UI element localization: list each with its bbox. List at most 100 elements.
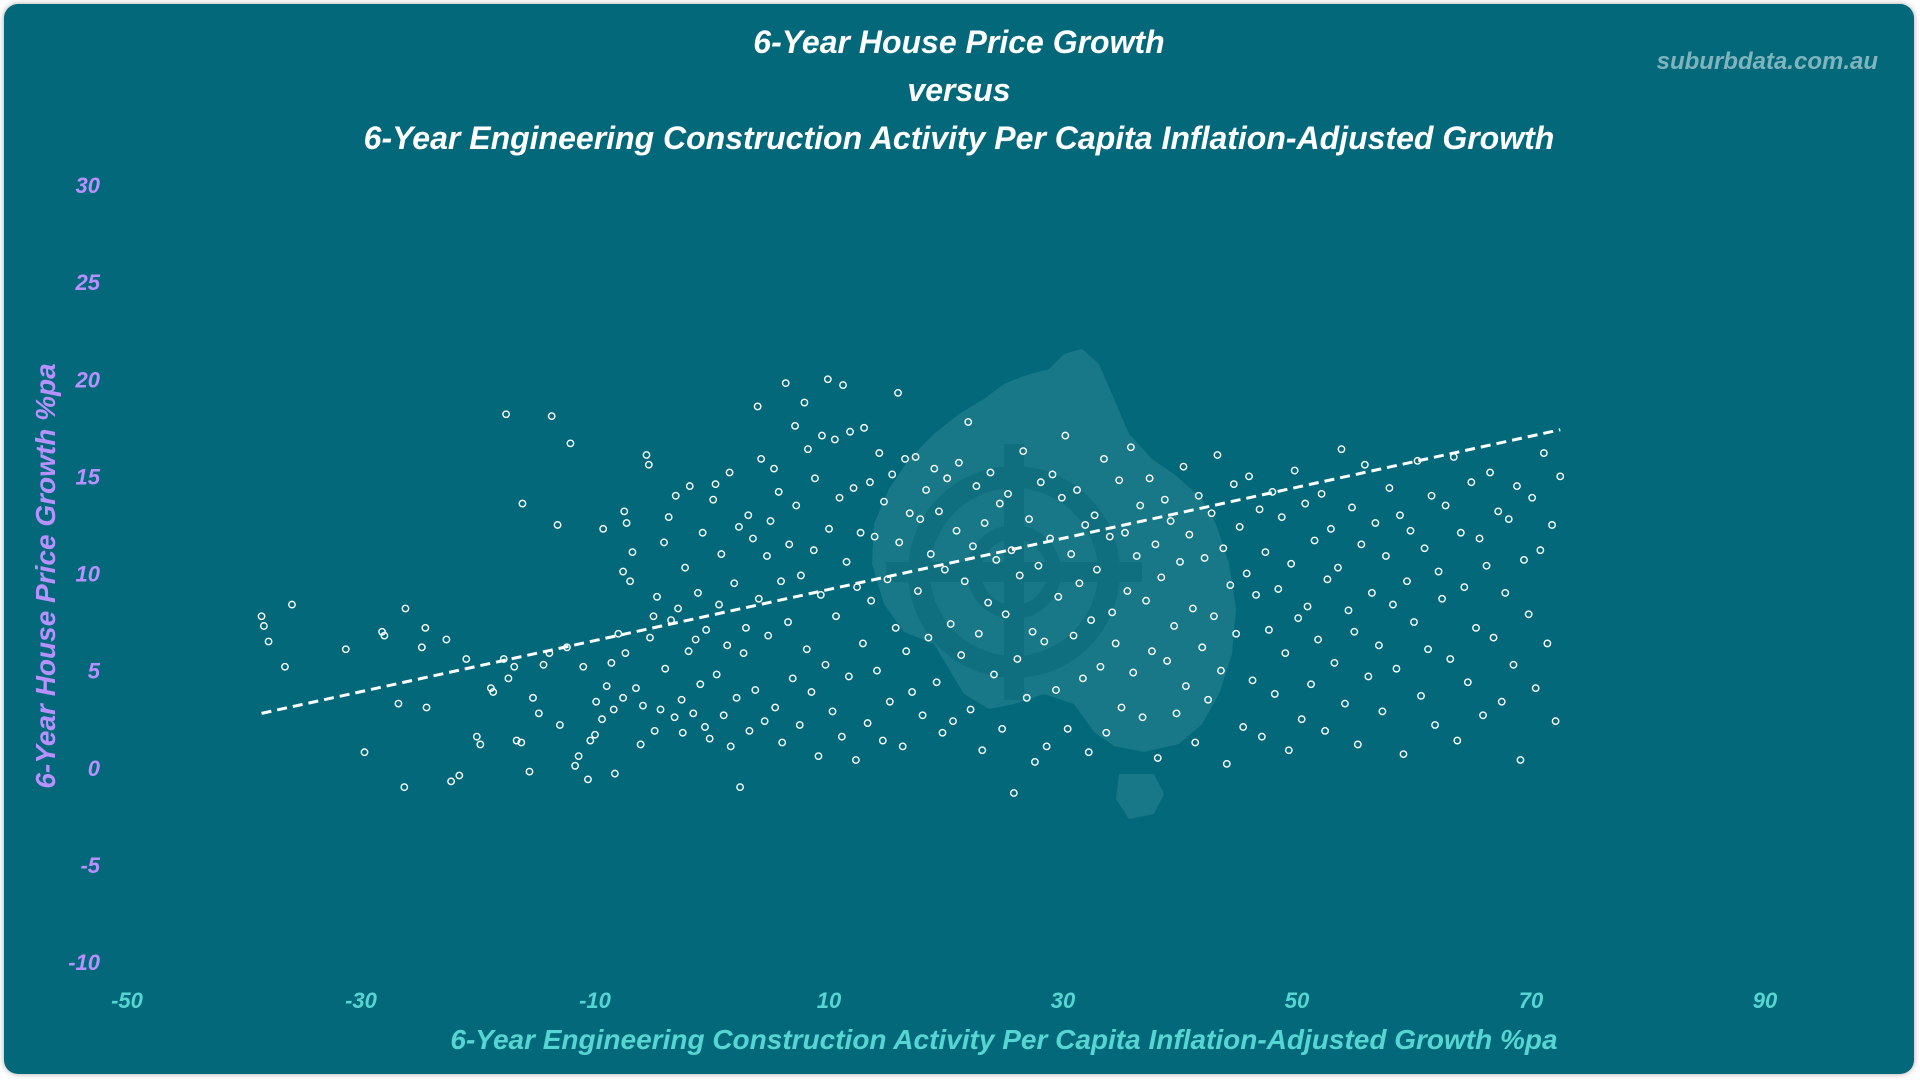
scatter-point xyxy=(1188,604,1197,613)
scatter-point xyxy=(1413,456,1422,465)
scatter-point xyxy=(1046,534,1055,543)
chart-title-line-1: 6-Year House Price Growth xyxy=(753,24,1165,60)
scatter-point xyxy=(898,742,907,751)
scatter-point xyxy=(1472,623,1480,632)
scatter-point xyxy=(1382,552,1390,560)
scatter-point xyxy=(1009,789,1018,797)
scatter-point xyxy=(1191,738,1200,747)
scatter-point xyxy=(1321,726,1329,735)
scatter-point xyxy=(891,623,900,632)
scatter-points xyxy=(257,375,1565,797)
scatter-point xyxy=(455,771,464,780)
scatter-point xyxy=(620,507,629,516)
scatter-point xyxy=(614,629,623,638)
scatter-point xyxy=(1323,575,1332,584)
scatter-point xyxy=(696,680,705,689)
scatter-point xyxy=(1420,544,1429,553)
scatter-point xyxy=(281,662,289,671)
scatter-point xyxy=(849,484,858,492)
scatter-point xyxy=(1123,587,1132,595)
scatter-point xyxy=(1310,536,1319,545)
scatter-point xyxy=(1019,447,1028,456)
scatter-point xyxy=(1463,678,1472,687)
x-tick-label: -30 xyxy=(345,988,378,1013)
scatter-point xyxy=(664,513,673,522)
scatter-point xyxy=(853,583,861,591)
scatter-point xyxy=(766,517,775,525)
scatter-point xyxy=(1353,740,1362,749)
scatter-point xyxy=(719,711,728,720)
scatter-point xyxy=(1160,495,1169,504)
scatter-point xyxy=(730,579,739,588)
scatter-point xyxy=(1242,569,1251,578)
scatter-point xyxy=(1111,639,1120,648)
scatter-point xyxy=(1410,618,1418,626)
scatter-point xyxy=(671,491,680,500)
scatter-point xyxy=(1274,585,1283,593)
scatter-point xyxy=(1219,544,1228,553)
scatter-point xyxy=(1270,690,1279,698)
scatter-point xyxy=(974,629,983,638)
scatter-point xyxy=(636,740,645,749)
scatter-point xyxy=(602,682,611,691)
scatter-point xyxy=(866,478,874,487)
scatter-point xyxy=(797,571,805,580)
scatter-point xyxy=(1424,645,1432,654)
scatter-point xyxy=(1360,460,1369,469)
scatter-point xyxy=(823,375,832,384)
scatter-point xyxy=(1337,445,1346,454)
scatter-point xyxy=(489,688,498,696)
scatter-point xyxy=(745,726,754,735)
scatter-point xyxy=(1163,657,1172,665)
scatter-point xyxy=(1028,627,1037,636)
scatter-point xyxy=(1142,596,1150,605)
scatter-point xyxy=(653,592,661,601)
scatter-point xyxy=(878,736,887,745)
scatter-point xyxy=(795,721,804,729)
scatter-point xyxy=(1255,505,1264,514)
scatter-point xyxy=(732,693,741,702)
scatter-point xyxy=(1232,629,1241,638)
scatter-point xyxy=(905,509,914,518)
scatter-point xyxy=(476,740,485,749)
scatter-point xyxy=(1148,647,1156,656)
scatter-point xyxy=(753,402,762,411)
scatter-point xyxy=(378,627,386,636)
scatter-point xyxy=(1303,602,1312,611)
scatter-point xyxy=(642,451,651,459)
scatter-point xyxy=(1403,577,1411,586)
scatter-point xyxy=(867,596,876,605)
scatter-point xyxy=(825,524,833,533)
scatter-point xyxy=(1081,521,1090,529)
scatter-point xyxy=(1048,470,1057,479)
scatter-point xyxy=(763,552,771,560)
scatter-point xyxy=(811,474,819,483)
scatter-point xyxy=(1153,754,1162,762)
scatter-point xyxy=(447,777,455,786)
scatter-point xyxy=(792,501,801,510)
scatter-point xyxy=(417,643,426,652)
scatter-point xyxy=(1022,693,1031,702)
y-tick-label: 20 xyxy=(75,367,101,392)
scatter-point xyxy=(711,480,720,489)
scatter-point xyxy=(777,577,785,586)
scatter-point xyxy=(800,398,809,407)
scatter-point xyxy=(705,734,714,743)
scatter-point xyxy=(1034,561,1043,570)
scatter-point xyxy=(916,515,925,524)
scatter-point xyxy=(1108,608,1117,617)
scatter-point xyxy=(749,534,757,543)
y-tick-label: 5 xyxy=(88,659,101,684)
scatter-point xyxy=(1301,499,1310,508)
scatter-point xyxy=(1501,589,1510,597)
scatter-point xyxy=(591,730,599,739)
scatter-point xyxy=(1245,472,1253,481)
scatter-point xyxy=(1213,451,1222,459)
scatter-point xyxy=(1200,554,1209,562)
scatter-point xyxy=(400,783,409,792)
scatter-point xyxy=(1096,662,1105,671)
scatter-point xyxy=(442,635,451,644)
scatter-point xyxy=(621,649,630,658)
scatter-point xyxy=(650,726,659,735)
scatter-point xyxy=(954,458,963,467)
